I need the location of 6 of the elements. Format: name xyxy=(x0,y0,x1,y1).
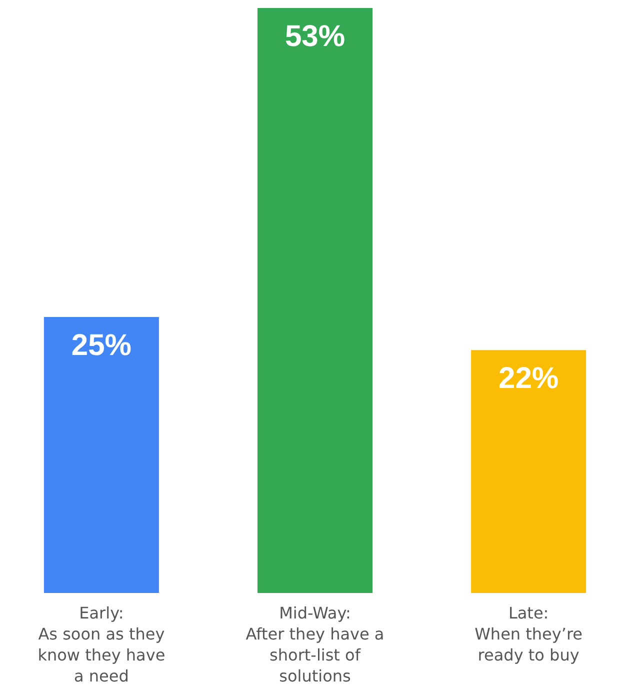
data-label: 22% xyxy=(498,362,559,396)
x-tick-label: Late: When they’re ready to buy xyxy=(474,604,583,664)
x-tick-label: Mid-Way: After they have a short-list of solutions xyxy=(246,604,384,686)
data-label: 25% xyxy=(71,329,132,362)
x-tick-label: Early: As soon as they know they have a need xyxy=(38,604,166,686)
data-label: 53% xyxy=(284,20,346,53)
